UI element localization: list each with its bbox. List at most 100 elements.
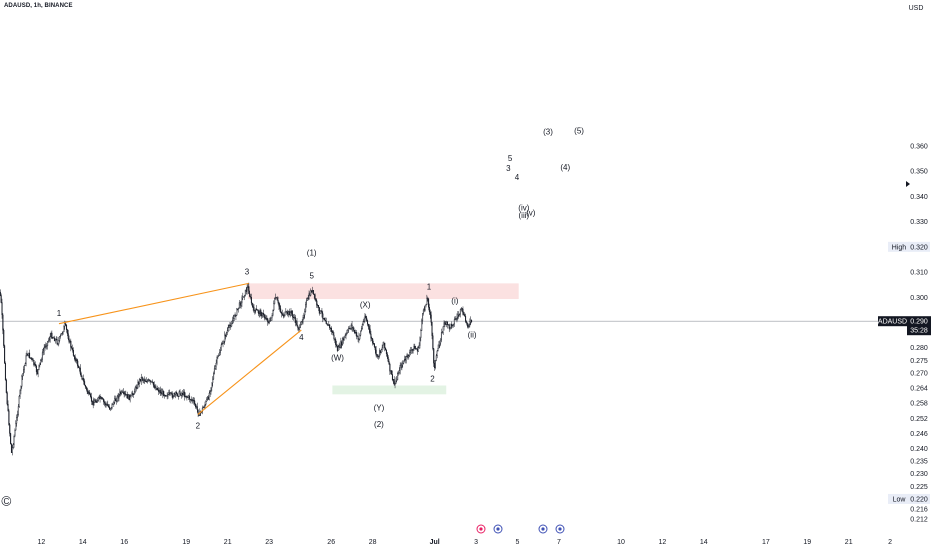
candle-body: [101, 397, 103, 399]
candle-body: [349, 328, 351, 330]
candle-body: [16, 414, 19, 418]
candle-body: [470, 320, 472, 322]
candle-body: [320, 310, 322, 312]
candle-body: [42, 351, 44, 353]
countdown: 35:28: [910, 328, 928, 335]
wave-label: 5: [508, 154, 513, 163]
candle-body: [16, 417, 18, 424]
price-tick: 0.300: [910, 295, 928, 302]
candle-body: [305, 304, 307, 312]
candle-body: [385, 349, 387, 355]
candle-body: [384, 342, 386, 349]
candle-body: [432, 335, 434, 349]
scroll-right-icon[interactable]: [906, 181, 910, 187]
candle-body: [251, 302, 253, 307]
candle-body: [322, 313, 324, 319]
candle-body: [316, 300, 318, 306]
candle-body: [191, 399, 193, 401]
time-tick: 21: [845, 539, 853, 546]
candle-body: [366, 317, 368, 321]
candle-body: [236, 308, 238, 316]
candle-body: [370, 333, 372, 339]
candle-body: [234, 314, 236, 317]
candle-body: [424, 305, 426, 311]
trendline[interactable]: [197, 329, 302, 415]
candle-body: [108, 405, 110, 408]
candle-body: [0, 295, 2, 303]
time-tick: 3: [474, 539, 478, 546]
candle-body: [157, 388, 159, 391]
us-flag-icon-dot: [541, 527, 545, 531]
candle-body: [231, 323, 233, 327]
candle-body: [224, 334, 226, 342]
candle-body: [344, 335, 346, 338]
candle-body: [108, 406, 111, 410]
candle-body: [226, 330, 228, 333]
candle-body: [420, 330, 422, 338]
candle-body: [269, 320, 271, 322]
event-icons: [476, 524, 565, 534]
candle-body: [89, 392, 91, 395]
price-tick: 0.330: [910, 219, 928, 226]
candle-body: [63, 326, 65, 333]
candle-body: [31, 358, 33, 360]
candle-body: [43, 347, 45, 352]
candle-body: [149, 380, 151, 382]
candle-body: [310, 290, 312, 296]
candle-body: [405, 356, 407, 361]
candle-body: [123, 391, 125, 394]
candle-body: [111, 403, 113, 408]
candle-body: [330, 327, 332, 329]
candle-body: [187, 396, 189, 398]
candle-body: [360, 330, 362, 336]
candle-body: [287, 311, 289, 315]
candle-body: [99, 395, 101, 399]
candle-body: [323, 318, 326, 321]
candle-body: [336, 345, 338, 351]
candle-body: [377, 354, 379, 358]
candle-body: [94, 400, 96, 403]
time-tick: 19: [182, 539, 190, 546]
candle-body: [304, 311, 306, 316]
candle-body: [232, 318, 234, 321]
price-tick: 0.246: [910, 431, 928, 438]
candle-body: [374, 346, 376, 351]
candle-body: [104, 402, 106, 405]
candle-body: [30, 357, 32, 359]
candle-body: [372, 338, 374, 344]
trendline[interactable]: [58, 282, 249, 325]
candle-body: [164, 395, 166, 397]
candle-body: [222, 343, 224, 344]
candle-body: [9, 424, 11, 434]
candle-body: [328, 324, 330, 327]
candle-body: [15, 423, 17, 431]
candle-body: [363, 321, 365, 323]
candle-body: [297, 325, 299, 329]
candle-body: [464, 314, 466, 317]
candle-body: [381, 347, 383, 350]
candle-body: [214, 365, 216, 369]
currency-label: USD: [909, 5, 924, 12]
candle-body: [46, 345, 48, 347]
candle-body: [317, 305, 319, 306]
candle-body: [32, 358, 34, 361]
low-value-bg: [908, 493, 930, 504]
candle-body: [260, 310, 262, 316]
candle-body: [275, 297, 277, 299]
candle-body: [3, 330, 5, 346]
candle-body: [45, 345, 47, 347]
candle-body: [173, 393, 175, 397]
candle-body: [192, 399, 194, 401]
candle-body: [348, 327, 350, 329]
candle-body: [355, 332, 357, 337]
candle-body: [8, 410, 10, 425]
candle-body: [287, 311, 289, 315]
candle-body: [386, 353, 388, 358]
candle-body: [7, 403, 9, 411]
candle-body: [392, 379, 394, 381]
candle-body: [17, 406, 19, 415]
candle-body: [403, 358, 406, 362]
candle-body: [44, 345, 46, 349]
candle-body: [459, 309, 461, 315]
